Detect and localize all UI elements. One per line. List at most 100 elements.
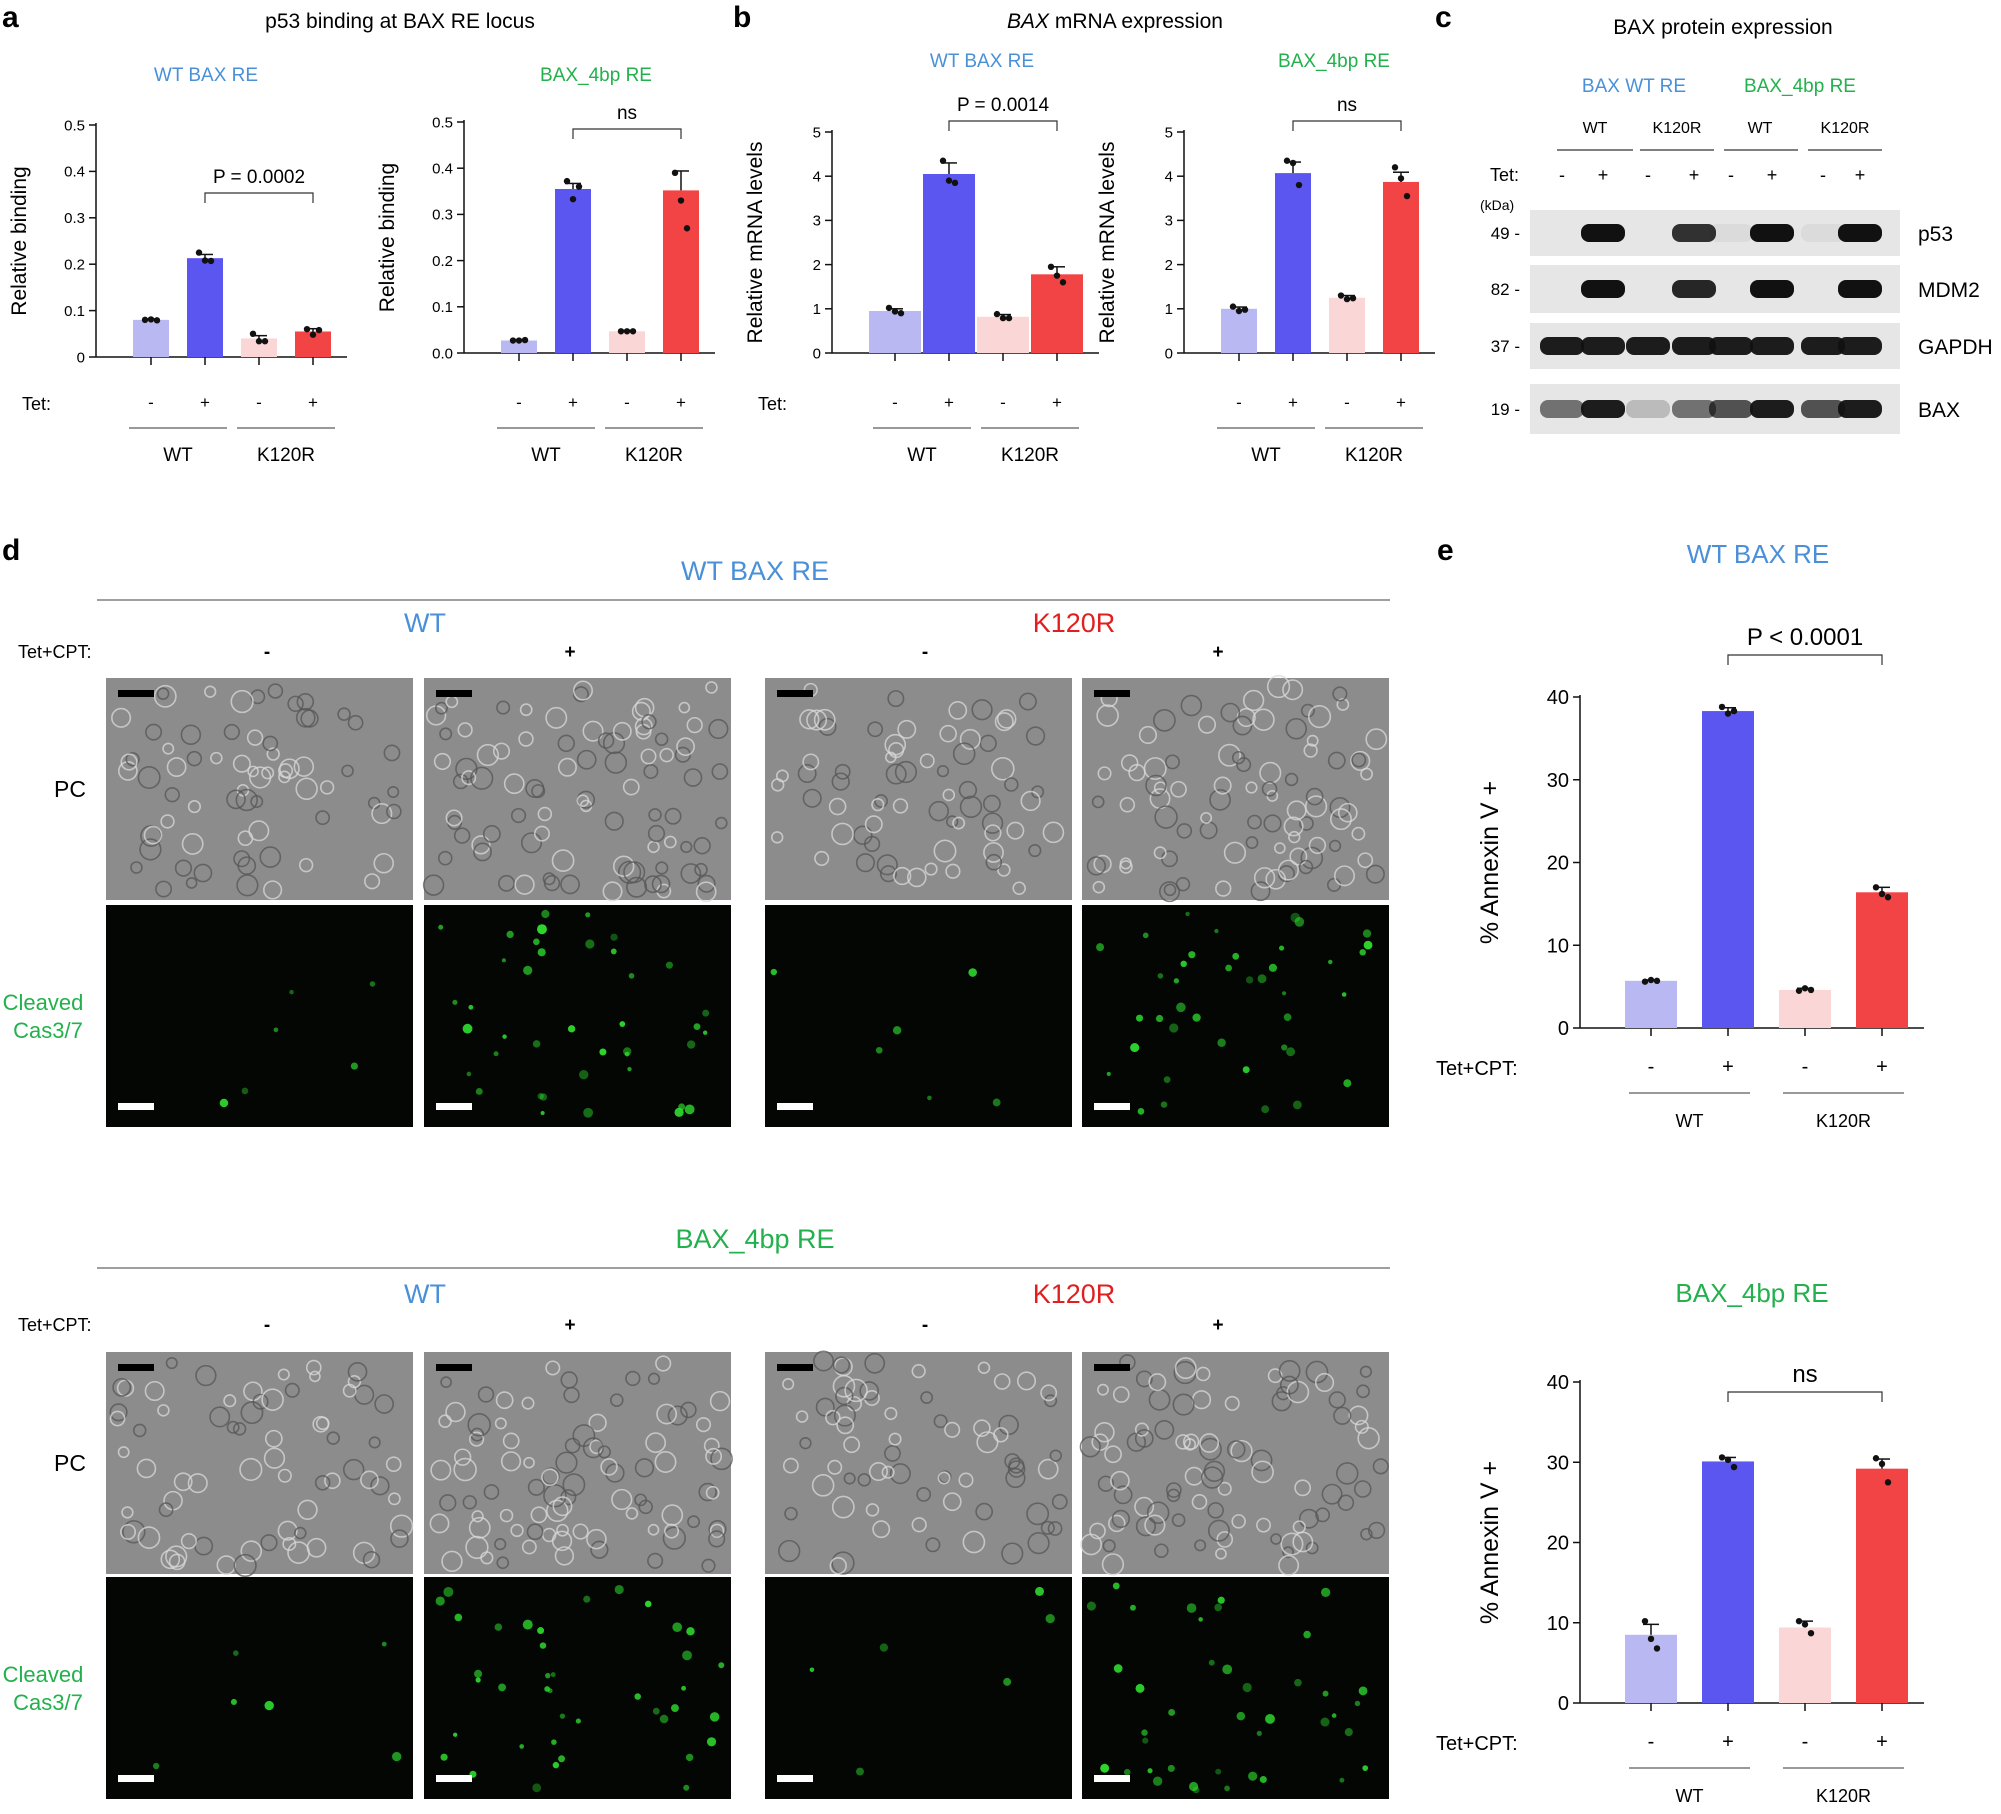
cell	[1001, 1542, 1024, 1565]
fluorescent-spot	[1257, 974, 1267, 984]
cell	[156, 687, 170, 700]
cell	[701, 1558, 716, 1573]
blot-group-wt-re: BAX WT RE	[1582, 76, 1686, 97]
fluorescent-spot	[452, 1732, 458, 1737]
cell	[1348, 1405, 1369, 1426]
fluorescent-spot	[809, 1667, 815, 1673]
cell	[386, 803, 402, 820]
cell	[958, 780, 978, 800]
cell	[879, 865, 897, 883]
fluorescent-spot	[392, 1751, 402, 1762]
cell	[656, 1403, 678, 1425]
cell	[828, 797, 847, 816]
cell	[634, 1458, 655, 1478]
cell	[864, 815, 883, 834]
cell	[948, 700, 968, 720]
cell	[235, 788, 258, 812]
fluorescence-image	[1082, 905, 1389, 1127]
x-sign: -	[1000, 393, 1006, 412]
chart-title: BAX_4bp RE	[1675, 1278, 1828, 1308]
cell	[1197, 715, 1217, 734]
blot-kda-marker: 82 -	[1491, 280, 1520, 299]
cell	[1305, 795, 1328, 818]
cell	[499, 1508, 514, 1523]
chart-a-bax-4bp-re: BAX_4bp RE 0.0 0.1 0.2 0.3 0.4 0.5 Relative bin…	[376, 65, 715, 466]
blot-band	[1709, 224, 1753, 242]
cell	[888, 1432, 902, 1446]
data-point	[1235, 307, 1243, 315]
fluorescent-spot	[1261, 1105, 1270, 1114]
cell	[1305, 787, 1324, 806]
cell	[1284, 772, 1299, 787]
y-tick-label: 0.3	[432, 207, 453, 224]
cell	[503, 773, 525, 795]
data-point	[1349, 294, 1357, 302]
cell	[1174, 1357, 1197, 1380]
x-group-label: Tet+CPT:	[1436, 1058, 1518, 1080]
cell	[1004, 777, 1019, 792]
cell	[831, 1495, 855, 1519]
condition-sign: +	[1212, 1315, 1223, 1336]
cell	[1153, 846, 1167, 860]
comparison-label: ns	[1337, 95, 1357, 116]
cell	[985, 853, 1003, 871]
cell	[554, 1546, 575, 1566]
cell	[572, 680, 594, 701]
y-tick-label: 20	[1547, 853, 1569, 875]
blot-band	[1801, 400, 1845, 418]
fluorescent-spot	[1130, 1043, 1140, 1053]
cell	[1285, 717, 1308, 740]
blot-band	[1801, 224, 1845, 242]
fluorescent-spot	[537, 948, 546, 957]
panel-letter-b: b	[733, 1, 751, 34]
data-point	[891, 308, 899, 315]
cell	[429, 1513, 450, 1534]
x-sign: +	[676, 393, 686, 412]
cell	[1286, 800, 1307, 821]
scale-bar	[1094, 1775, 1130, 1782]
cell	[555, 1451, 578, 1474]
blot-band	[1672, 224, 1716, 242]
cell	[944, 1421, 961, 1438]
cell	[480, 1551, 494, 1565]
cell	[468, 1431, 485, 1447]
data-point	[1653, 1645, 1661, 1652]
cell	[117, 1446, 130, 1459]
cell	[1195, 1366, 1211, 1382]
fluorescent-spot	[1130, 1604, 1136, 1611]
cell	[530, 1506, 548, 1524]
panel-d-microscopy: WT BAX RE WT K120R Tet+CPT: - + - + PC Cleaved Cas…	[3, 556, 1390, 1799]
cell	[1191, 1494, 1208, 1510]
cell	[827, 1459, 843, 1475]
fluorescent-spot	[350, 1062, 358, 1070]
fluorescent-spot	[610, 948, 617, 955]
blot-band	[1581, 280, 1625, 298]
fluorescent-spot	[533, 938, 540, 946]
data-point	[1053, 272, 1061, 279]
cell	[1135, 1370, 1153, 1388]
fluorescent-spot	[539, 1093, 548, 1101]
blot-band	[1838, 224, 1882, 242]
fluorescent-spot	[452, 999, 458, 1005]
cell	[1315, 1507, 1331, 1523]
fluorescent-spot	[454, 1613, 463, 1622]
comparison-label: P < 0.0001	[1747, 624, 1863, 651]
x-group-k120r: K120R	[625, 445, 683, 466]
cell	[514, 874, 535, 895]
fluorescent-spot	[614, 1584, 624, 1595]
scale-bar	[1094, 1103, 1130, 1110]
data-point	[563, 177, 571, 185]
cell	[295, 777, 318, 800]
cell	[277, 1368, 290, 1381]
cell	[296, 692, 315, 711]
cell	[1154, 1543, 1169, 1559]
bar-4	[663, 190, 699, 353]
cell	[462, 1495, 477, 1510]
cell	[247, 765, 259, 778]
column-group-k120r: K120R	[1033, 1279, 1116, 1309]
cell	[1215, 880, 1232, 897]
fluorescent-spot	[1248, 1771, 1258, 1781]
cell	[1207, 1519, 1230, 1542]
cell	[1327, 751, 1346, 770]
cell	[315, 810, 331, 826]
